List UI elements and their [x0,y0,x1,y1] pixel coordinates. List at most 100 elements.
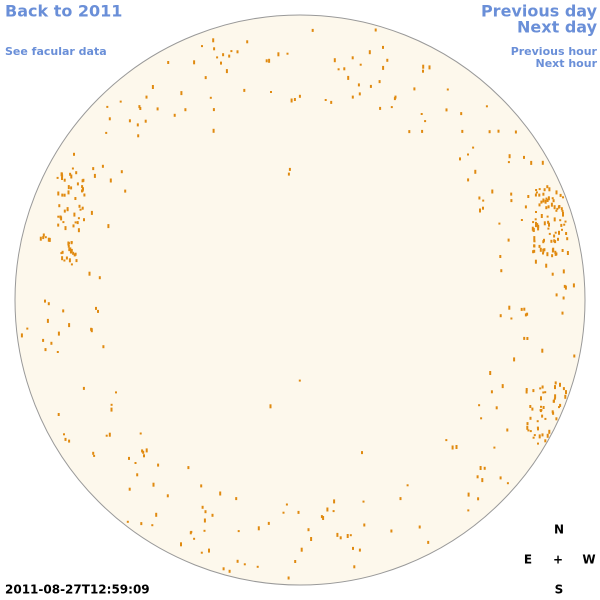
facula [310,537,313,541]
facula [506,428,509,432]
next-hour-link[interactable]: Next hour [536,57,598,70]
facula [472,146,475,149]
facula [82,178,85,182]
facula [542,252,544,255]
facula [347,75,350,80]
facula [551,248,554,253]
facula [508,305,511,310]
facula [554,252,557,256]
facula [265,59,268,63]
facula [343,67,346,71]
facula [533,236,536,241]
facula [369,84,372,88]
facula [333,58,336,63]
facula [554,394,557,399]
previous-day-link[interactable]: Previous day [481,2,598,21]
facula [559,403,562,407]
facula [554,385,556,390]
facula [532,221,535,224]
facula [349,534,352,537]
facula [498,222,501,225]
facula [547,220,550,224]
back-link[interactable]: Back to 2011 [5,2,122,21]
facula [451,445,454,450]
facula [77,228,80,233]
facula [228,569,231,573]
facula [236,559,239,563]
facula [421,129,424,133]
facula [65,256,68,260]
facula [361,451,363,455]
facula [477,497,480,501]
facula [26,327,29,330]
facula [71,167,74,170]
facula [488,130,491,134]
compass-south: S [555,583,564,597]
facula [540,405,542,408]
facula [382,45,384,49]
facula [200,551,203,554]
facula [565,232,568,235]
facula [551,254,554,258]
facula [497,129,500,133]
facula [72,251,75,255]
facula [559,382,561,387]
facula [184,108,187,112]
facula [68,439,71,443]
facula [67,241,70,246]
facula [66,207,69,211]
facular-link[interactable]: See facular data [5,45,107,58]
previous-hour-link[interactable]: Previous hour [511,45,598,58]
facula [115,391,117,394]
facula [351,56,354,60]
facula [101,164,104,168]
facula [76,221,79,225]
facula [237,530,240,533]
facula [427,540,430,544]
facula [98,276,101,280]
facula [379,106,382,110]
facula [66,209,69,212]
facula [357,83,360,87]
facula [287,172,290,176]
facula [139,107,142,110]
facula [105,131,108,134]
facula [554,250,557,254]
facula [136,473,139,477]
facula [445,439,448,442]
facula [551,272,554,276]
facula [46,318,49,323]
facula [82,187,84,191]
facula [545,263,548,268]
facula [204,76,207,80]
facula [73,212,76,217]
facula [61,250,64,254]
facula [539,387,542,390]
facula [554,231,557,234]
facula [70,263,73,266]
facula [76,182,79,186]
facula [333,499,336,504]
facula [483,466,486,470]
facula [67,190,70,195]
facula [124,189,127,193]
timestamp: 2011-08-27T12:59:09 [5,583,150,597]
facula [526,425,529,430]
facula [479,466,482,470]
facula [203,529,206,532]
facula [563,284,566,288]
facula [406,484,409,487]
facula [474,169,477,174]
facula [225,69,228,74]
next-day-link[interactable]: Next day [517,18,598,37]
facula [257,526,260,531]
facula [144,119,147,123]
facula [92,451,95,455]
facula [482,206,484,210]
facula [390,529,393,533]
facula [126,520,129,523]
facula [270,91,272,93]
facula [359,63,362,66]
facula [546,185,549,189]
facula [70,174,73,179]
